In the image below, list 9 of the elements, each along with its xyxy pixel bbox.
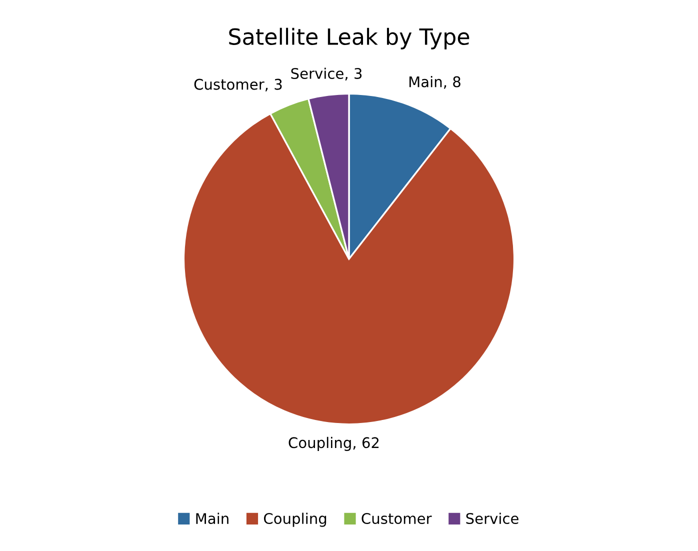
data-label: Main, 8 [409, 76, 460, 89]
data-label: Service, 3 [291, 68, 362, 80]
chart-title: Satellite Leak by Type [229, 28, 470, 50]
legend-label: Customer [362, 513, 432, 524]
data-label: Customer, 3 [194, 78, 282, 92]
data-label: Coupling, 62 [288, 436, 379, 451]
legend-label: Coupling [264, 512, 326, 527]
legend-label: Main [196, 512, 228, 524]
legend-label: Service [466, 512, 518, 524]
